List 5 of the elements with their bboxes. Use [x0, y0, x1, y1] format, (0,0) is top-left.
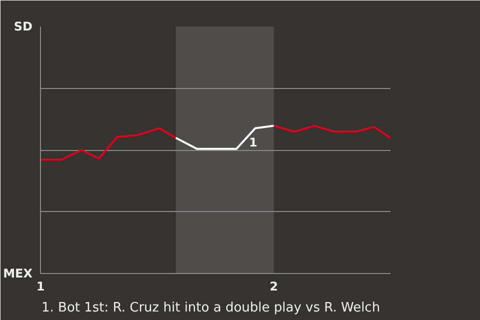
text: SD	[14, 20, 33, 34]
text: 1. Bot 1st: R. Cruz hit into a double play vs R. Welch	[42, 300, 380, 316]
text: MEX	[3, 266, 34, 280]
annotation: 1	[248, 135, 258, 150]
x-tick-label: 2	[270, 280, 278, 294]
